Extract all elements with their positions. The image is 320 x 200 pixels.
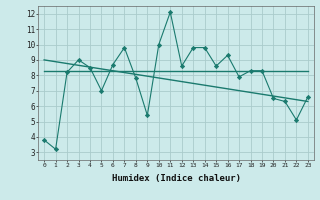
X-axis label: Humidex (Indice chaleur): Humidex (Indice chaleur) xyxy=(111,174,241,183)
